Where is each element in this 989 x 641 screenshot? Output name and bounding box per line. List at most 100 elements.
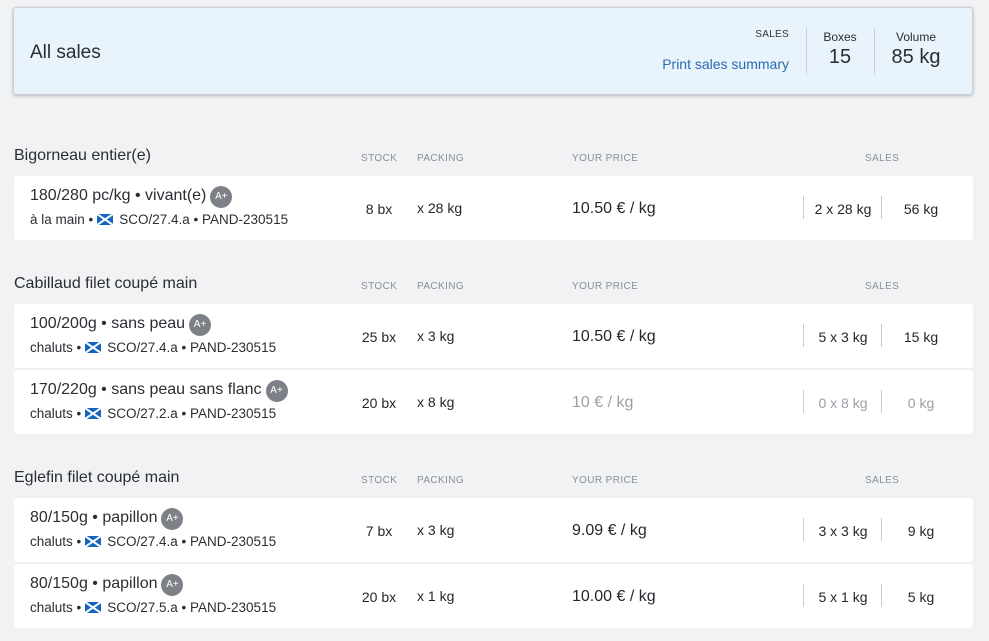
divider bbox=[881, 390, 882, 413]
grade-badge: A+ bbox=[210, 186, 233, 208]
scotland-flag-icon bbox=[85, 408, 102, 419]
scotland-flag-icon bbox=[85, 602, 102, 613]
boxes-label: Boxes bbox=[823, 30, 857, 44]
zone-ref: SCO/27.2.a • PAND-230515 bbox=[107, 406, 277, 421]
grade-badge: A+ bbox=[161, 508, 184, 530]
price-value[interactable]: 10.50 € / kg bbox=[572, 200, 656, 217]
packing-value: x 8 kg bbox=[417, 394, 455, 410]
divider bbox=[803, 518, 804, 541]
col-header-price: YOUR PRICE bbox=[572, 281, 639, 292]
lot-meta: chaluts • SCO/27.4.a • PAND-230515 bbox=[30, 534, 277, 549]
lot-row[interactable]: 180/280 pc/kg • vivant(e) A+ à la main • S… bbox=[14, 176, 973, 240]
col-header-packing: PACKING bbox=[417, 281, 465, 292]
divider bbox=[803, 584, 804, 607]
divider bbox=[806, 28, 807, 75]
volume-label: Volume bbox=[895, 30, 937, 44]
zone-ref: SCO/27.4.a • PAND-230515 bbox=[107, 534, 277, 549]
sales-volume: 56 kg bbox=[903, 201, 939, 217]
fishing-method: chaluts bbox=[30, 340, 73, 355]
boxes-value: 15 bbox=[828, 46, 852, 68]
volume-total: Volume 85 kg bbox=[875, 30, 957, 69]
sales-caption: SALES bbox=[755, 29, 789, 40]
divider bbox=[803, 196, 804, 219]
packing-value: x 3 kg bbox=[417, 522, 455, 538]
sales-volume: 15 kg bbox=[903, 329, 939, 345]
lot-row[interactable]: 80/150g • papillon A+ chaluts • SCO/27.4.a… bbox=[14, 498, 973, 562]
fishing-method: chaluts bbox=[30, 534, 73, 549]
lot-meta: chaluts • SCO/27.2.a • PAND-230515 bbox=[30, 406, 277, 421]
fishing-method: à la main bbox=[30, 212, 85, 227]
stock-value: 8 bx bbox=[365, 201, 393, 217]
lot-meta: chaluts • SCO/27.5.a • PAND-230515 bbox=[30, 600, 277, 615]
zone-ref: SCO/27.4.a • PAND-230515 bbox=[107, 340, 277, 355]
sales-volume: 0 kg bbox=[907, 395, 935, 411]
boxes-total: Boxes 15 bbox=[807, 30, 873, 69]
lot-label: 180/280 pc/kg • vivant(e) bbox=[30, 187, 207, 204]
divider bbox=[881, 584, 882, 607]
col-header-packing: PACKING bbox=[417, 153, 465, 164]
price-value[interactable]: 10.00 € / kg bbox=[572, 588, 656, 605]
lot-row[interactable]: 170/220g • sans peau sans flanc A+ chalut… bbox=[14, 370, 973, 434]
lot-title: 100/200g • sans peau A+ bbox=[30, 314, 212, 336]
scotland-flag-icon bbox=[97, 214, 114, 225]
stock-value: 20 bx bbox=[361, 395, 397, 411]
sales-boxes: 2 x 28 kg bbox=[814, 201, 872, 217]
grade-badge: A+ bbox=[161, 574, 184, 596]
col-header-packing: PACKING bbox=[417, 475, 465, 486]
sales-summary-card: All sales SALES Print sales summary Boxe… bbox=[13, 7, 973, 95]
volume-value: 85 kg bbox=[891, 46, 941, 68]
fishing-method: chaluts bbox=[30, 600, 73, 615]
sales-volume: 9 kg bbox=[907, 523, 935, 539]
stock-value: 25 bx bbox=[361, 329, 397, 345]
lot-title: 180/280 pc/kg • vivant(e) A+ bbox=[30, 186, 233, 208]
scotland-flag-icon bbox=[85, 342, 102, 353]
group-title: Bigorneau entier(e) bbox=[14, 147, 151, 164]
group-title: Eglefin filet coupé main bbox=[14, 469, 180, 486]
col-header-sales: SALES bbox=[865, 281, 900, 292]
lot-label: 80/150g • papillon bbox=[30, 575, 158, 592]
lot-label: 80/150g • papillon bbox=[30, 509, 158, 526]
lot-row[interactable]: 100/200g • sans peau A+ chaluts • SCO/27.4… bbox=[14, 304, 973, 368]
divider bbox=[881, 518, 882, 541]
col-header-price: YOUR PRICE bbox=[572, 475, 639, 486]
col-header-sales: SALES bbox=[865, 475, 900, 486]
divider bbox=[881, 324, 882, 347]
sales-boxes: 5 x 3 kg bbox=[818, 329, 868, 345]
lot-title: 80/150g • papillon A+ bbox=[30, 574, 184, 596]
lot-row[interactable]: 80/150g • papillon A+ chaluts • SCO/27.5.a… bbox=[14, 564, 973, 628]
divider bbox=[881, 196, 882, 219]
lot-title: 80/150g • papillon A+ bbox=[30, 508, 184, 530]
sales-volume: 5 kg bbox=[907, 589, 935, 605]
scotland-flag-icon bbox=[85, 536, 102, 547]
lot-label: 100/200g • sans peau bbox=[30, 315, 186, 332]
price-value[interactable]: 9.09 € / kg bbox=[572, 522, 647, 539]
price-value[interactable]: 10.50 € / kg bbox=[572, 328, 656, 345]
lot-title: 170/220g • sans peau sans flanc A+ bbox=[30, 380, 288, 402]
packing-value: x 1 kg bbox=[417, 588, 455, 604]
lot-label: 170/220g • sans peau sans flanc bbox=[30, 381, 262, 398]
sales-boxes: 3 x 3 kg bbox=[818, 523, 868, 539]
grade-badge: A+ bbox=[265, 380, 288, 402]
col-header-stock: STOCK bbox=[361, 281, 398, 292]
fishing-method: chaluts bbox=[30, 406, 73, 421]
page-title: All sales bbox=[30, 42, 101, 63]
divider bbox=[874, 28, 875, 75]
sales-boxes: 0 x 8 kg bbox=[818, 395, 868, 411]
lot-meta: à la main • SCO/27.4.a • PAND-230515 bbox=[30, 212, 289, 227]
grade-badge: A+ bbox=[189, 314, 212, 336]
stock-value: 20 bx bbox=[361, 589, 397, 605]
sales-boxes: 5 x 1 kg bbox=[818, 589, 868, 605]
price-value[interactable]: 10 € / kg bbox=[572, 394, 634, 411]
col-header-sales: SALES bbox=[865, 153, 900, 164]
group-title: Cabillaud filet coupé main bbox=[14, 275, 198, 292]
packing-value: x 28 kg bbox=[417, 200, 463, 216]
packing-value: x 3 kg bbox=[417, 328, 455, 344]
col-header-stock: STOCK bbox=[361, 153, 398, 164]
divider bbox=[803, 324, 804, 347]
col-header-stock: STOCK bbox=[361, 475, 398, 486]
zone-ref: SCO/27.5.a • PAND-230515 bbox=[107, 600, 277, 615]
stock-value: 7 bx bbox=[365, 523, 393, 539]
print-sales-summary-link[interactable]: Print sales summary bbox=[662, 56, 789, 72]
col-header-price: YOUR PRICE bbox=[572, 153, 639, 164]
divider bbox=[803, 390, 804, 413]
